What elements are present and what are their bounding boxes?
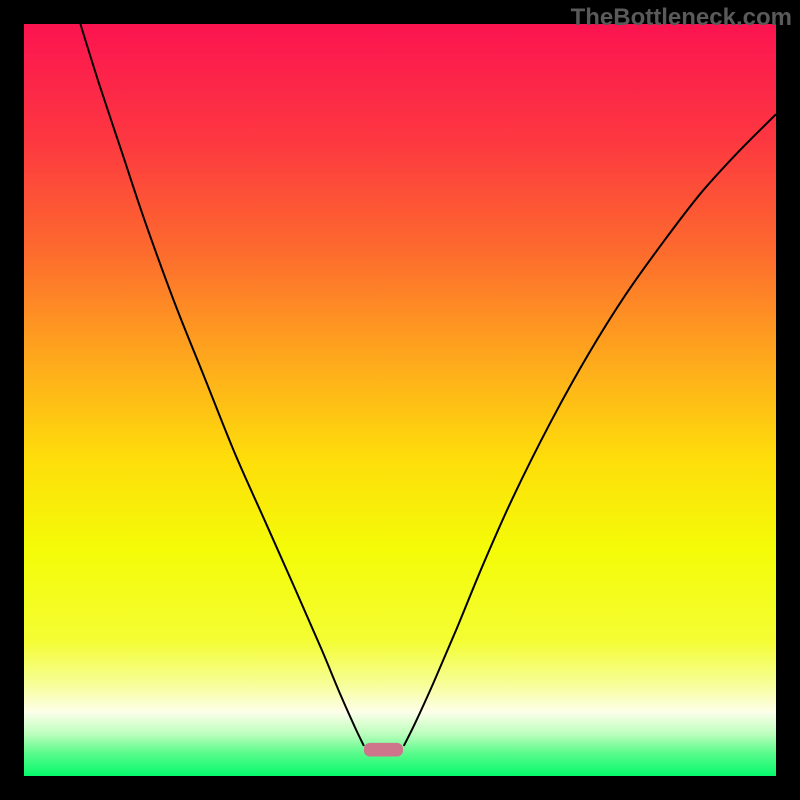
bottleneck-chart <box>0 0 800 800</box>
attribution-text: TheBottleneck.com <box>571 4 792 32</box>
chart-container: TheBottleneck.com <box>0 0 800 800</box>
bottleneck-marker <box>364 743 403 757</box>
